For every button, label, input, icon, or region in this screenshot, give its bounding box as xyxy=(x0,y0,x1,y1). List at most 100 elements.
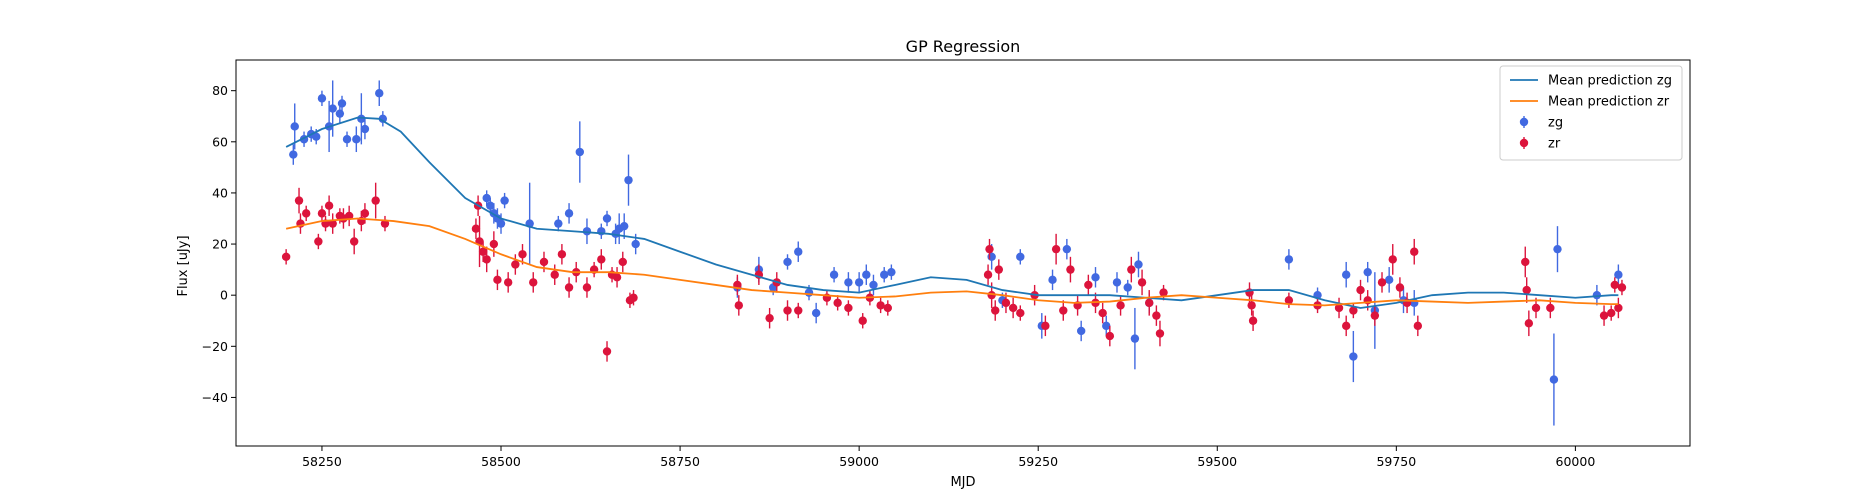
data-point xyxy=(1546,303,1555,313)
data-point xyxy=(375,89,384,98)
data-point xyxy=(887,267,896,277)
x-tick-label: 59000 xyxy=(839,454,879,469)
data-point xyxy=(301,209,311,218)
x-tick-label: 58250 xyxy=(302,454,342,469)
data-point xyxy=(500,196,509,205)
data-point xyxy=(994,265,1004,274)
legend: Mean prediction zg Mean prediction zr zg zr xyxy=(1499,65,1683,161)
data-point xyxy=(804,288,814,297)
data-point xyxy=(1553,244,1562,254)
chart-title: GP Regression xyxy=(906,37,1021,56)
data-point xyxy=(624,175,633,185)
data-point xyxy=(1614,303,1623,313)
data-point xyxy=(618,257,627,267)
data-point xyxy=(985,244,994,254)
x-tick-label: 59750 xyxy=(1376,454,1416,469)
data-point xyxy=(1363,267,1372,277)
data-point xyxy=(290,122,299,131)
data-point xyxy=(1105,331,1115,341)
legend-marker-swatch xyxy=(1519,138,1529,148)
data-point xyxy=(360,209,370,218)
data-point xyxy=(991,306,1000,315)
data-point xyxy=(1349,352,1358,361)
data-point xyxy=(629,293,638,302)
legend-label: Mean prediction zr xyxy=(1548,95,1670,110)
data-point xyxy=(862,270,871,279)
data-point xyxy=(380,219,390,228)
data-point xyxy=(1155,329,1165,338)
data-point xyxy=(496,219,506,228)
legend-marker-swatch xyxy=(1519,117,1529,127)
data-point xyxy=(765,313,774,323)
data-point xyxy=(829,270,839,279)
data-point xyxy=(281,252,291,262)
data-point xyxy=(597,255,606,264)
data-point xyxy=(511,260,520,269)
data-point xyxy=(602,347,612,356)
data-point xyxy=(1284,255,1294,264)
data-point xyxy=(854,278,864,287)
data-point xyxy=(1076,326,1086,336)
data-point xyxy=(1248,316,1258,325)
y-tick-label: 20 xyxy=(212,237,228,252)
data-point xyxy=(557,250,567,259)
data-point xyxy=(1356,285,1365,295)
legend-label: Mean prediction zg xyxy=(1548,74,1672,89)
data-point xyxy=(1102,321,1111,331)
y-tick-label: 0 xyxy=(220,288,228,303)
y-tick-label: 80 xyxy=(212,83,228,98)
data-point xyxy=(833,298,842,308)
data-point xyxy=(1059,306,1068,315)
data-point xyxy=(1521,257,1530,267)
data-point xyxy=(378,114,388,123)
data-point xyxy=(1134,260,1143,269)
data-point xyxy=(564,283,574,292)
data-point xyxy=(983,270,993,279)
data-point xyxy=(794,306,803,315)
data-point xyxy=(1062,244,1072,254)
data-point xyxy=(324,201,334,210)
data-point xyxy=(1388,255,1397,264)
data-point xyxy=(344,211,354,221)
data-point xyxy=(794,247,803,256)
data-point xyxy=(883,303,892,313)
x-axis-label: MJD xyxy=(950,475,975,490)
data-point xyxy=(620,221,629,231)
data-point xyxy=(1123,283,1132,292)
data-point xyxy=(1016,252,1025,262)
data-point xyxy=(371,196,380,205)
data-point xyxy=(1247,301,1256,310)
data-point xyxy=(1370,311,1380,320)
legend-box xyxy=(1499,65,1683,161)
data-point xyxy=(289,150,298,159)
data-point xyxy=(1592,290,1602,300)
plot-area xyxy=(281,80,1627,426)
data-point xyxy=(317,94,327,103)
data-point xyxy=(539,257,549,267)
x-tick-label: 58750 xyxy=(660,454,700,469)
data-point xyxy=(876,301,885,310)
data-point xyxy=(328,219,337,228)
data-point xyxy=(869,280,878,290)
series-line xyxy=(285,116,1619,309)
data-point xyxy=(734,301,744,310)
data-point xyxy=(478,247,488,256)
data-point xyxy=(575,147,585,157)
data-point xyxy=(335,109,345,118)
x-tick-label: 59500 xyxy=(1197,454,1237,469)
data-point xyxy=(1137,278,1147,287)
data-point xyxy=(1349,306,1358,315)
data-point xyxy=(328,104,337,113)
data-point xyxy=(1334,303,1344,313)
data-point xyxy=(1001,298,1011,308)
data-point xyxy=(1130,334,1140,343)
data-point xyxy=(858,316,867,325)
data-point xyxy=(1016,308,1025,318)
legend-label: zr xyxy=(1548,137,1561,152)
data-point xyxy=(317,209,327,218)
data-point xyxy=(582,227,592,236)
data-point xyxy=(1127,265,1136,274)
data-point xyxy=(1048,275,1057,285)
data-point xyxy=(987,252,996,262)
